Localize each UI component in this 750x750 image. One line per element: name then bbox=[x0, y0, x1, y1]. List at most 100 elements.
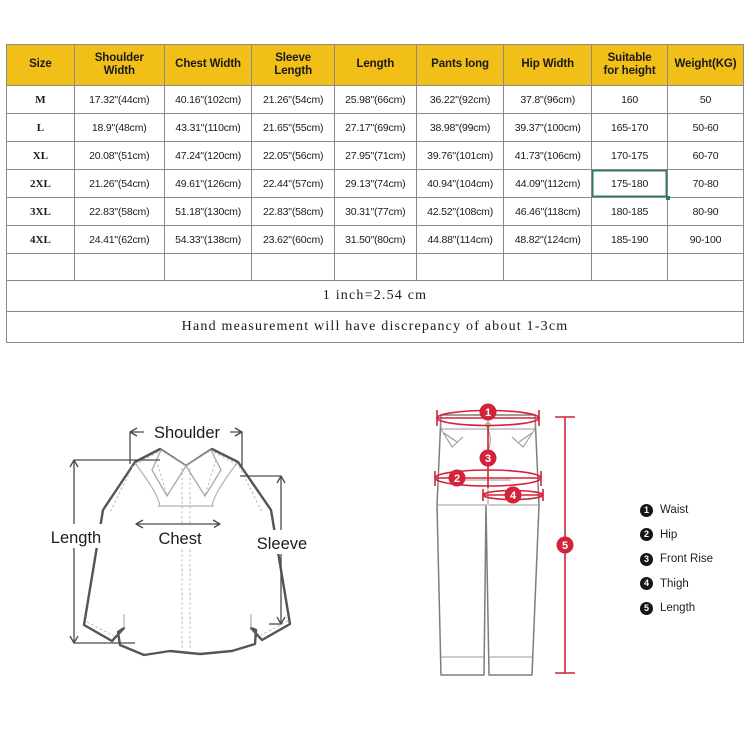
column-header-hip-width: Hip Width bbox=[503, 44, 593, 86]
cell-size: 3XL bbox=[6, 197, 75, 226]
cell-shoulder-width: 18.9"(48cm) bbox=[73, 113, 165, 142]
table-row: 3XL 22.83"(58cm) 51.18"(130cm) 22.83"(58… bbox=[6, 197, 744, 226]
header-line: Length bbox=[274, 65, 313, 77]
header-line: Weight(KG) bbox=[674, 58, 737, 71]
cell-sleeve-length: 21.65"(55cm) bbox=[251, 113, 335, 142]
shirt-measurement-diagram: Shoulder Shoulder Length Sleeve bbox=[40, 422, 318, 657]
chest-label-backdrop bbox=[146, 526, 214, 548]
cell-sleeve-length: 23.62"(60cm) bbox=[251, 225, 335, 254]
cell-length: 27.95"(71cm) bbox=[333, 141, 417, 170]
legend-item-thigh: 4 Thigh bbox=[640, 572, 748, 597]
note-row-conversion: 1 inch=2.54 cm bbox=[6, 280, 744, 312]
cell-pants-long: 38.98"(99cm) bbox=[415, 113, 505, 142]
header-line: Shoulder bbox=[94, 51, 144, 64]
header-line: Suitable bbox=[607, 51, 652, 64]
cell-chest-width: 43.31"(110cm) bbox=[163, 113, 253, 142]
cell-hip-width: 41.73"(106cm) bbox=[503, 141, 593, 170]
cell-size: L bbox=[6, 113, 75, 142]
cell-hip-width: 44.09"(112cm) bbox=[503, 169, 593, 198]
cell-size: M bbox=[6, 85, 75, 114]
pants-marker-2-label: 2 bbox=[454, 473, 460, 485]
cell-hip-width: 46.46"(118cm) bbox=[503, 197, 593, 226]
cell-chest-width: 47.24"(120cm) bbox=[163, 141, 253, 170]
cell-length: 29.13"(74cm) bbox=[333, 169, 417, 198]
cell-size: 4XL bbox=[6, 225, 75, 254]
legend-label-length: Length bbox=[660, 602, 696, 615]
cell-pants-long: 42.52"(108cm) bbox=[415, 197, 505, 226]
note-inch-to-cm: 1 inch=2.54 cm bbox=[6, 280, 744, 312]
empty-cell bbox=[667, 253, 744, 281]
table-row: 2XL 21.26"(54cm) 49.61"(126cm) 22.44"(57… bbox=[6, 169, 744, 200]
note-row-discrepancy: Hand measurement will have discrepancy o… bbox=[6, 311, 744, 343]
legend-bullet-4-icon: 4 bbox=[640, 577, 653, 591]
shirt-seams bbox=[123, 462, 252, 628]
cell-chest-width: 40.16"(102cm) bbox=[163, 85, 253, 114]
table-row: L 18.9"(48cm) 43.31"(110cm) 21.65"(55cm)… bbox=[6, 113, 744, 142]
header-line: Pants long bbox=[431, 58, 489, 71]
cell-length: 30.31"(77cm) bbox=[333, 197, 417, 226]
column-header-chest-width: Chest Width bbox=[163, 44, 253, 86]
cell-weight: 90-100 bbox=[667, 225, 744, 254]
cell-sleeve-length: 22.83"(58cm) bbox=[251, 197, 335, 226]
cell-shoulder-width: 17.32"(44cm) bbox=[73, 85, 165, 114]
column-header-pants-long: Pants long bbox=[415, 44, 505, 86]
pants-marker-2: 2 bbox=[448, 469, 466, 487]
legend-item-waist: 1 Waist bbox=[640, 498, 748, 523]
cell-hip-width: 39.37"(100cm) bbox=[503, 113, 593, 142]
legend-label-front-rise: Front Rise bbox=[660, 553, 714, 566]
empty-cell bbox=[163, 253, 253, 281]
column-header-size: Size bbox=[6, 44, 75, 86]
legend-bullet-5-icon: 5 bbox=[640, 601, 653, 615]
pants-marker-4: 4 bbox=[504, 486, 522, 504]
chest-measure-arrow bbox=[135, 519, 221, 529]
pants-marker-1: 1 bbox=[479, 403, 497, 421]
cell-suitable-for-height: 165-170 bbox=[591, 113, 668, 142]
cell-suitable-for-height-selected[interactable]: 175-180 bbox=[591, 169, 670, 200]
column-header-weight: Weight(KG) bbox=[667, 44, 744, 86]
header-line: Chest Width bbox=[175, 58, 241, 71]
empty-cell bbox=[73, 253, 165, 281]
table-body: M 17.32"(44cm) 40.16"(102cm) 21.26"(54cm… bbox=[6, 85, 744, 343]
legend-bullet-2-icon: 2 bbox=[640, 528, 653, 542]
empty-row bbox=[6, 253, 744, 281]
header-line: Hip Width bbox=[521, 58, 575, 71]
shirt-label-shoulder-text: Shoulder bbox=[154, 424, 221, 442]
column-header-sleeve-length: Sleeve Length bbox=[251, 44, 335, 86]
empty-cell bbox=[333, 253, 417, 281]
empty-cell bbox=[503, 253, 593, 281]
legend-label-hip: Hip bbox=[660, 528, 678, 541]
note-hand-measurement: Hand measurement will have discrepancy o… bbox=[6, 311, 744, 343]
cell-suitable-for-height: 170-175 bbox=[591, 141, 668, 170]
cell-shoulder-width: 24.41"(62cm) bbox=[73, 225, 165, 254]
cell-sleeve-length: 21.26"(54cm) bbox=[251, 85, 335, 114]
cell-weight: 50 bbox=[667, 85, 744, 114]
cell-length: 25.98"(66cm) bbox=[333, 85, 417, 114]
shirt-outline bbox=[82, 447, 292, 657]
cell-suitable-for-height: 185-190 bbox=[591, 225, 668, 254]
cell-weight: 70-80 bbox=[667, 169, 744, 198]
pants-marker-3-label: 3 bbox=[485, 453, 491, 465]
legend-label-waist: Waist bbox=[660, 504, 689, 517]
table-header: Size Shoulder Width Chest Width Sleeve L… bbox=[6, 44, 744, 86]
pants-measurement-legend: 1 Waist 2 Hip 3 Front Rise 4 Thigh 5 Len… bbox=[640, 498, 748, 621]
cell-weight: 60-70 bbox=[667, 141, 744, 170]
header-row: Size Shoulder Width Chest Width Sleeve L… bbox=[6, 44, 744, 86]
cell-shoulder-width: 22.83"(58cm) bbox=[73, 197, 165, 226]
cell-chest-width: 49.61"(126cm) bbox=[163, 169, 253, 198]
empty-cell bbox=[415, 253, 505, 281]
legend-bullet-3-icon: 3 bbox=[640, 552, 653, 566]
pants-marker-4-label: 4 bbox=[510, 490, 517, 502]
cell-hip-width: 48.82"(124cm) bbox=[503, 225, 593, 254]
table-row: XL 20.08"(51cm) 47.24"(120cm) 22.05"(56c… bbox=[6, 141, 744, 170]
empty-cell bbox=[251, 253, 335, 281]
cell-size: XL bbox=[6, 141, 75, 170]
legend-bullet-1-icon: 1 bbox=[640, 503, 653, 517]
table-row: 4XL 24.41"(62cm) 54.33"(138cm) 23.62"(60… bbox=[6, 225, 744, 254]
empty-cell bbox=[6, 253, 75, 281]
size-chart-table-container: Size Shoulder Width Chest Width Sleeve L… bbox=[6, 44, 744, 343]
shirt-collar bbox=[151, 449, 222, 498]
column-header-length: Length bbox=[333, 44, 417, 86]
column-header-suitable-for-height: Suitable for height bbox=[591, 44, 668, 86]
cell-size: 2XL bbox=[6, 169, 75, 198]
empty-cell bbox=[591, 253, 668, 281]
